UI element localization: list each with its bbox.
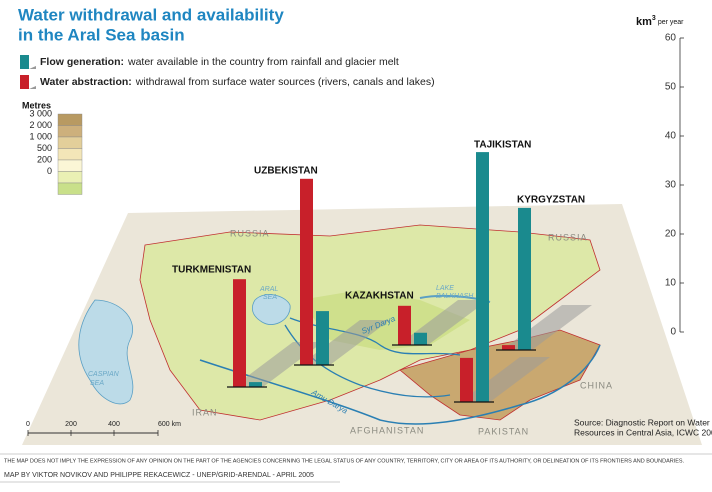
credit: MAP BY VIKTOR NOVIKOV AND PHILIPPE REKAC… (4, 472, 314, 479)
scale-label: 400 (108, 421, 120, 428)
y-tick-label: 0 (670, 327, 676, 338)
elevation-label: 200 (37, 154, 52, 164)
map-label: RUSSIA (230, 228, 270, 238)
map-label: IRAN (192, 407, 218, 417)
legend-description: water available in the country from rain… (127, 56, 399, 68)
country-label: UZBEKISTAN (254, 166, 318, 177)
elevation-label: 3 000 (29, 108, 52, 118)
legend-label: Water abstraction: withdrawal from surfac… (40, 76, 435, 88)
elevation-swatch (57, 125, 83, 138)
y-tick-label: 50 (665, 82, 677, 93)
elevation-label: 500 (37, 143, 52, 153)
y-unit-part: km (636, 16, 652, 28)
y-tick-label: 60 (665, 33, 677, 44)
map-label: PAKISTAN (478, 426, 529, 436)
legend-description: withdrawal from surface water sources (r… (135, 76, 435, 88)
disclaimer: THE MAP DOES NOT IMPLY THE EXPRESSION OF… (4, 458, 685, 464)
bar (233, 279, 246, 387)
caspian-sea (78, 299, 134, 405)
elevation-swatch (57, 159, 83, 172)
bar (414, 332, 427, 345)
legend-swatch (20, 75, 29, 89)
map-label: CASPIAN (88, 371, 120, 378)
elevation-swatch (57, 182, 83, 195)
source: Source: Diagnostic Report on Water (574, 417, 710, 427)
map-label: RUSSIA (548, 232, 588, 242)
country-label: KYRGYZSTAN (517, 195, 585, 206)
y-unit-part: 3 (652, 15, 656, 22)
map-label: BALKHASH (436, 293, 474, 300)
y-tick-label: 10 (665, 278, 677, 289)
country-label: TURKMENISTAN (172, 265, 251, 276)
elevation-swatch (57, 136, 83, 149)
elevation-label: 1 000 (29, 131, 52, 141)
legend-name: Water abstraction: (40, 76, 132, 88)
y-unit-part: per year (658, 19, 684, 26)
elevation-swatch (57, 148, 83, 161)
scale-label: 600 km (158, 421, 181, 428)
basin-boundary (199, 344, 601, 425)
map-label: AFGHANISTAN (350, 425, 424, 435)
bar (518, 207, 531, 350)
bar (476, 152, 489, 402)
title-line: in the Aral Sea basin (18, 25, 185, 44)
map-label: LAKE (436, 285, 454, 292)
title-line: Water withdrawal and availability (18, 5, 284, 24)
scale-label: 0 (26, 421, 30, 428)
bar (300, 178, 313, 365)
elevation-label: 0 (47, 166, 52, 176)
map-label: SEA (90, 380, 104, 387)
source: Resources in Central Asia, ICWC 2000. (574, 427, 712, 437)
scale-label: 200 (65, 421, 77, 428)
bar (502, 345, 515, 350)
map-label: CHINA (580, 380, 613, 390)
elevation-title: Metres (22, 100, 51, 110)
map-label: ARAL (259, 286, 278, 293)
aral-sea (251, 294, 291, 325)
map-label: SEA (263, 294, 277, 301)
elevation-swatch (57, 171, 83, 184)
elevation-label: 2 000 (29, 120, 52, 130)
elevation-swatch (57, 113, 83, 126)
y-tick-label: 30 (665, 180, 677, 191)
bar (398, 305, 411, 345)
bar (316, 311, 329, 365)
legend-swatch-shadow (29, 66, 36, 69)
country-label: KAZAKHSTAN (345, 291, 414, 302)
legend-label: Flow generation: water available in the c… (40, 56, 399, 68)
legend-swatch (20, 55, 29, 69)
y-tick-label: 20 (665, 229, 677, 240)
bar (460, 357, 473, 402)
legend-name: Flow generation: (40, 56, 124, 68)
country-label: TAJIKISTAN (474, 140, 531, 151)
y-unit: km3 per year (636, 15, 684, 28)
legend-swatch-shadow (29, 86, 36, 89)
bar (249, 382, 262, 387)
y-tick-label: 40 (665, 131, 677, 142)
